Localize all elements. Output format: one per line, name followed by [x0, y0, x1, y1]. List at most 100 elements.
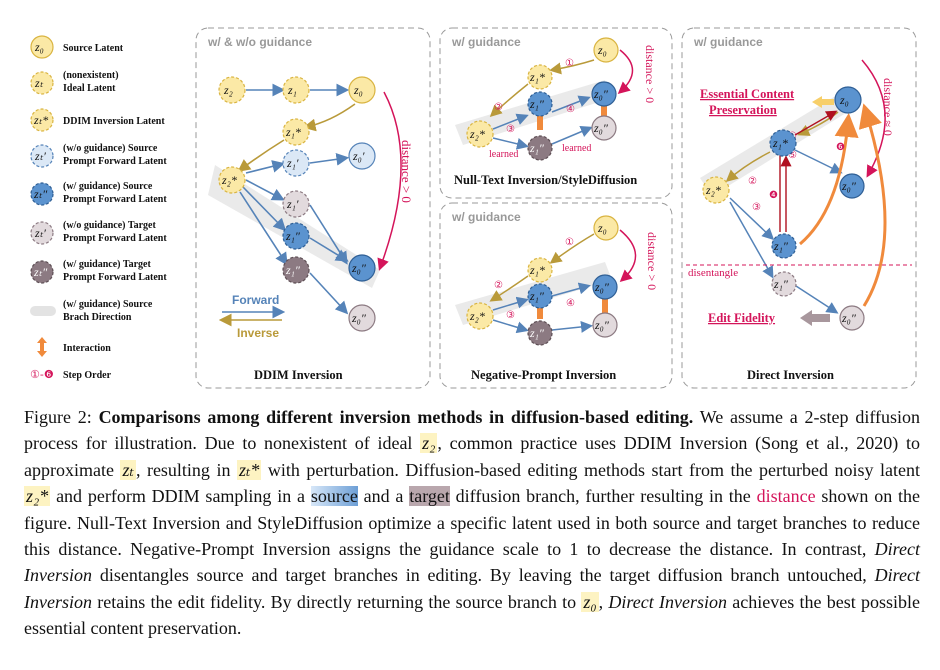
- step-1: ①: [565, 237, 574, 248]
- method-name: Direct Inversion: [24, 539, 920, 586]
- node-z1s: z₁*: [285, 125, 301, 139]
- math-zts: zₜ*: [236, 459, 262, 480]
- distance-label: distance > 0: [645, 232, 659, 290]
- panel-negative-prompt-inversion: w/ guidance distance > 0 ① ② ③ ④ z₀ z₁* …: [439, 202, 673, 389]
- legend-label: DDIM Inversion Latent: [63, 116, 165, 127]
- source-highlight: source: [310, 486, 358, 507]
- node-z1pp-source: z₁″: [773, 239, 789, 253]
- caption-text: shown on the figure. Null-Text Inversion…: [24, 486, 920, 560]
- node-z0pp-target: z₀″: [841, 311, 857, 325]
- legend-label: Step Order: [63, 370, 112, 381]
- legend-ztp-source: zₜ′ (w/o guidance) Source Prompt Forward…: [30, 143, 167, 168]
- legend-label: Prompt Forward Latent: [63, 272, 167, 283]
- legend-zt: zₜ (nonexistent) Ideal Latent: [30, 70, 119, 95]
- preservation-arrow: [812, 96, 834, 108]
- caption-text: and a: [357, 486, 410, 507]
- figure-caption: Figure 2: Comparisons among different in…: [24, 404, 920, 642]
- distance-label: distance > 0: [399, 140, 414, 203]
- preservation-label: Essential Content: [700, 87, 795, 101]
- math-zt: zₜ: [120, 459, 136, 480]
- node-z0: z₀: [839, 93, 849, 107]
- legend-ztp-target: zₜ′ (w/o guidance) Target Prompt Forward…: [30, 220, 167, 245]
- panel-null-text-inversion: w/ guidance distance > 0 ① ② ③ ④ learned…: [439, 27, 673, 199]
- step-3: ③: [506, 124, 515, 135]
- caption-text: , resulting in: [135, 459, 237, 480]
- step-2: ②: [748, 176, 757, 187]
- step-1: ①: [565, 58, 574, 69]
- legend-label: (w/o guidance) Target: [63, 220, 156, 231]
- caption-text: achieves the best possible essential con…: [24, 591, 921, 639]
- node-z0: z₀: [597, 43, 607, 57]
- legend-symbol: z₀: [34, 40, 44, 54]
- node-z1pp-target: z₁″: [285, 263, 301, 277]
- legend-symbol: zₜ*: [33, 113, 48, 127]
- panel-caption: Direct Inversion: [747, 368, 834, 382]
- caption-text: retains the edit fidelity. By directly r…: [91, 591, 582, 612]
- legend-label: (nonexistent): [63, 70, 119, 81]
- legend-label: Prompt Forward Latent: [63, 233, 167, 244]
- node-z1p-target: z₁′: [286, 197, 299, 211]
- legend-symbol: zₜ″: [33, 265, 48, 279]
- node-z1: z₁: [287, 83, 297, 97]
- legend-label: Source Latent: [63, 43, 124, 54]
- legend-interaction: Interaction: [37, 337, 111, 357]
- distance-highlight: distance: [756, 486, 816, 507]
- node-z1s: z₁*: [529, 70, 545, 84]
- node-z2: z₂: [223, 83, 233, 97]
- legend-label: (w/ guidance) Source: [63, 299, 153, 310]
- math-z0: z₀: [581, 591, 599, 612]
- panel-title: w/ guidance: [693, 35, 763, 49]
- forward-label: Forward: [232, 293, 279, 307]
- legend-label: (w/ guidance) Source: [63, 181, 153, 192]
- disentangle-label: disentangle: [688, 267, 738, 279]
- legend-branch-direction: (w/ guidance) Source Brach Direction: [30, 299, 153, 323]
- node-z0pp-target: z₀″: [594, 318, 610, 332]
- distance-label: distance > 0: [643, 45, 657, 103]
- method-name: Direct Inversion: [608, 591, 727, 612]
- caption-text: diffusion branch, further resulting in t…: [449, 486, 757, 507]
- caption-text: We assume a 2-step diffusion process for…: [24, 407, 920, 454]
- node-z0pp-source: z₀″: [594, 280, 610, 294]
- step-4: ④: [566, 298, 575, 309]
- caption-text: , common practice uses DDIM Inversion (S…: [24, 433, 920, 480]
- step-2: ②: [494, 102, 503, 113]
- node-z0pp-source: z₀″: [351, 261, 367, 275]
- panel-caption: DDIM Inversion: [254, 368, 343, 382]
- legend-symbol: zₜ′: [34, 226, 46, 240]
- inverse-label: Inverse: [237, 326, 279, 340]
- step-3: ③: [752, 202, 761, 213]
- learned-label: learned: [562, 143, 591, 154]
- step-5: ⑤: [788, 150, 797, 161]
- panel-ddim-inversion: w/ & w/o guidance distance > 0 z₂ z₁ z₀ …: [195, 27, 431, 389]
- node-z0: z₀: [597, 221, 607, 235]
- node-z1pp-target: z₁″: [529, 326, 545, 340]
- step-3: ③: [506, 310, 515, 321]
- legend-ztpp-target: zₜ″ (w/ guidance) Target Prompt Forward …: [30, 259, 167, 284]
- node-z0p-source: z₀′: [352, 149, 365, 163]
- edit-fidelity-label: Edit Fidelity: [708, 311, 776, 325]
- caption-text: with perturbation. Diffusion-based editi…: [261, 459, 921, 480]
- panel-direct-inversion: w/ guidance Essential Content Preservati…: [681, 27, 917, 389]
- step-6: ❻: [836, 142, 845, 153]
- math-z2s: z₂*: [24, 486, 51, 507]
- legend-symbol: zₜ: [34, 76, 44, 90]
- node-z0pp-source: z₀″: [593, 87, 609, 101]
- node-z0: z₀: [353, 83, 363, 97]
- node-z1pp-source: z₁″: [529, 289, 545, 303]
- distance-arrow: [377, 91, 402, 271]
- caption-text: disentangles source and target branches …: [91, 565, 875, 586]
- learned-label: learned: [489, 149, 518, 160]
- step-4: ④: [566, 104, 575, 115]
- node-z0pp-target: z₀″: [351, 311, 367, 325]
- method-name: Direct Inversion: [24, 565, 920, 612]
- panel-caption: Negative-Prompt Inversion: [471, 368, 616, 382]
- caption-label: Figure 2:: [24, 407, 92, 427]
- fidelity-arrow: [800, 310, 830, 326]
- caption-text: ,: [598, 591, 609, 612]
- math-z2: z₂: [420, 433, 438, 454]
- panel-caption: Null-Text Inversion/StyleDiffusion: [454, 173, 637, 187]
- legend-z0: z₀ Source Latent: [30, 35, 124, 59]
- node-z2s: z₂*: [469, 127, 485, 141]
- step-2: ②: [494, 280, 503, 291]
- node-z2s: z₂*: [221, 173, 237, 187]
